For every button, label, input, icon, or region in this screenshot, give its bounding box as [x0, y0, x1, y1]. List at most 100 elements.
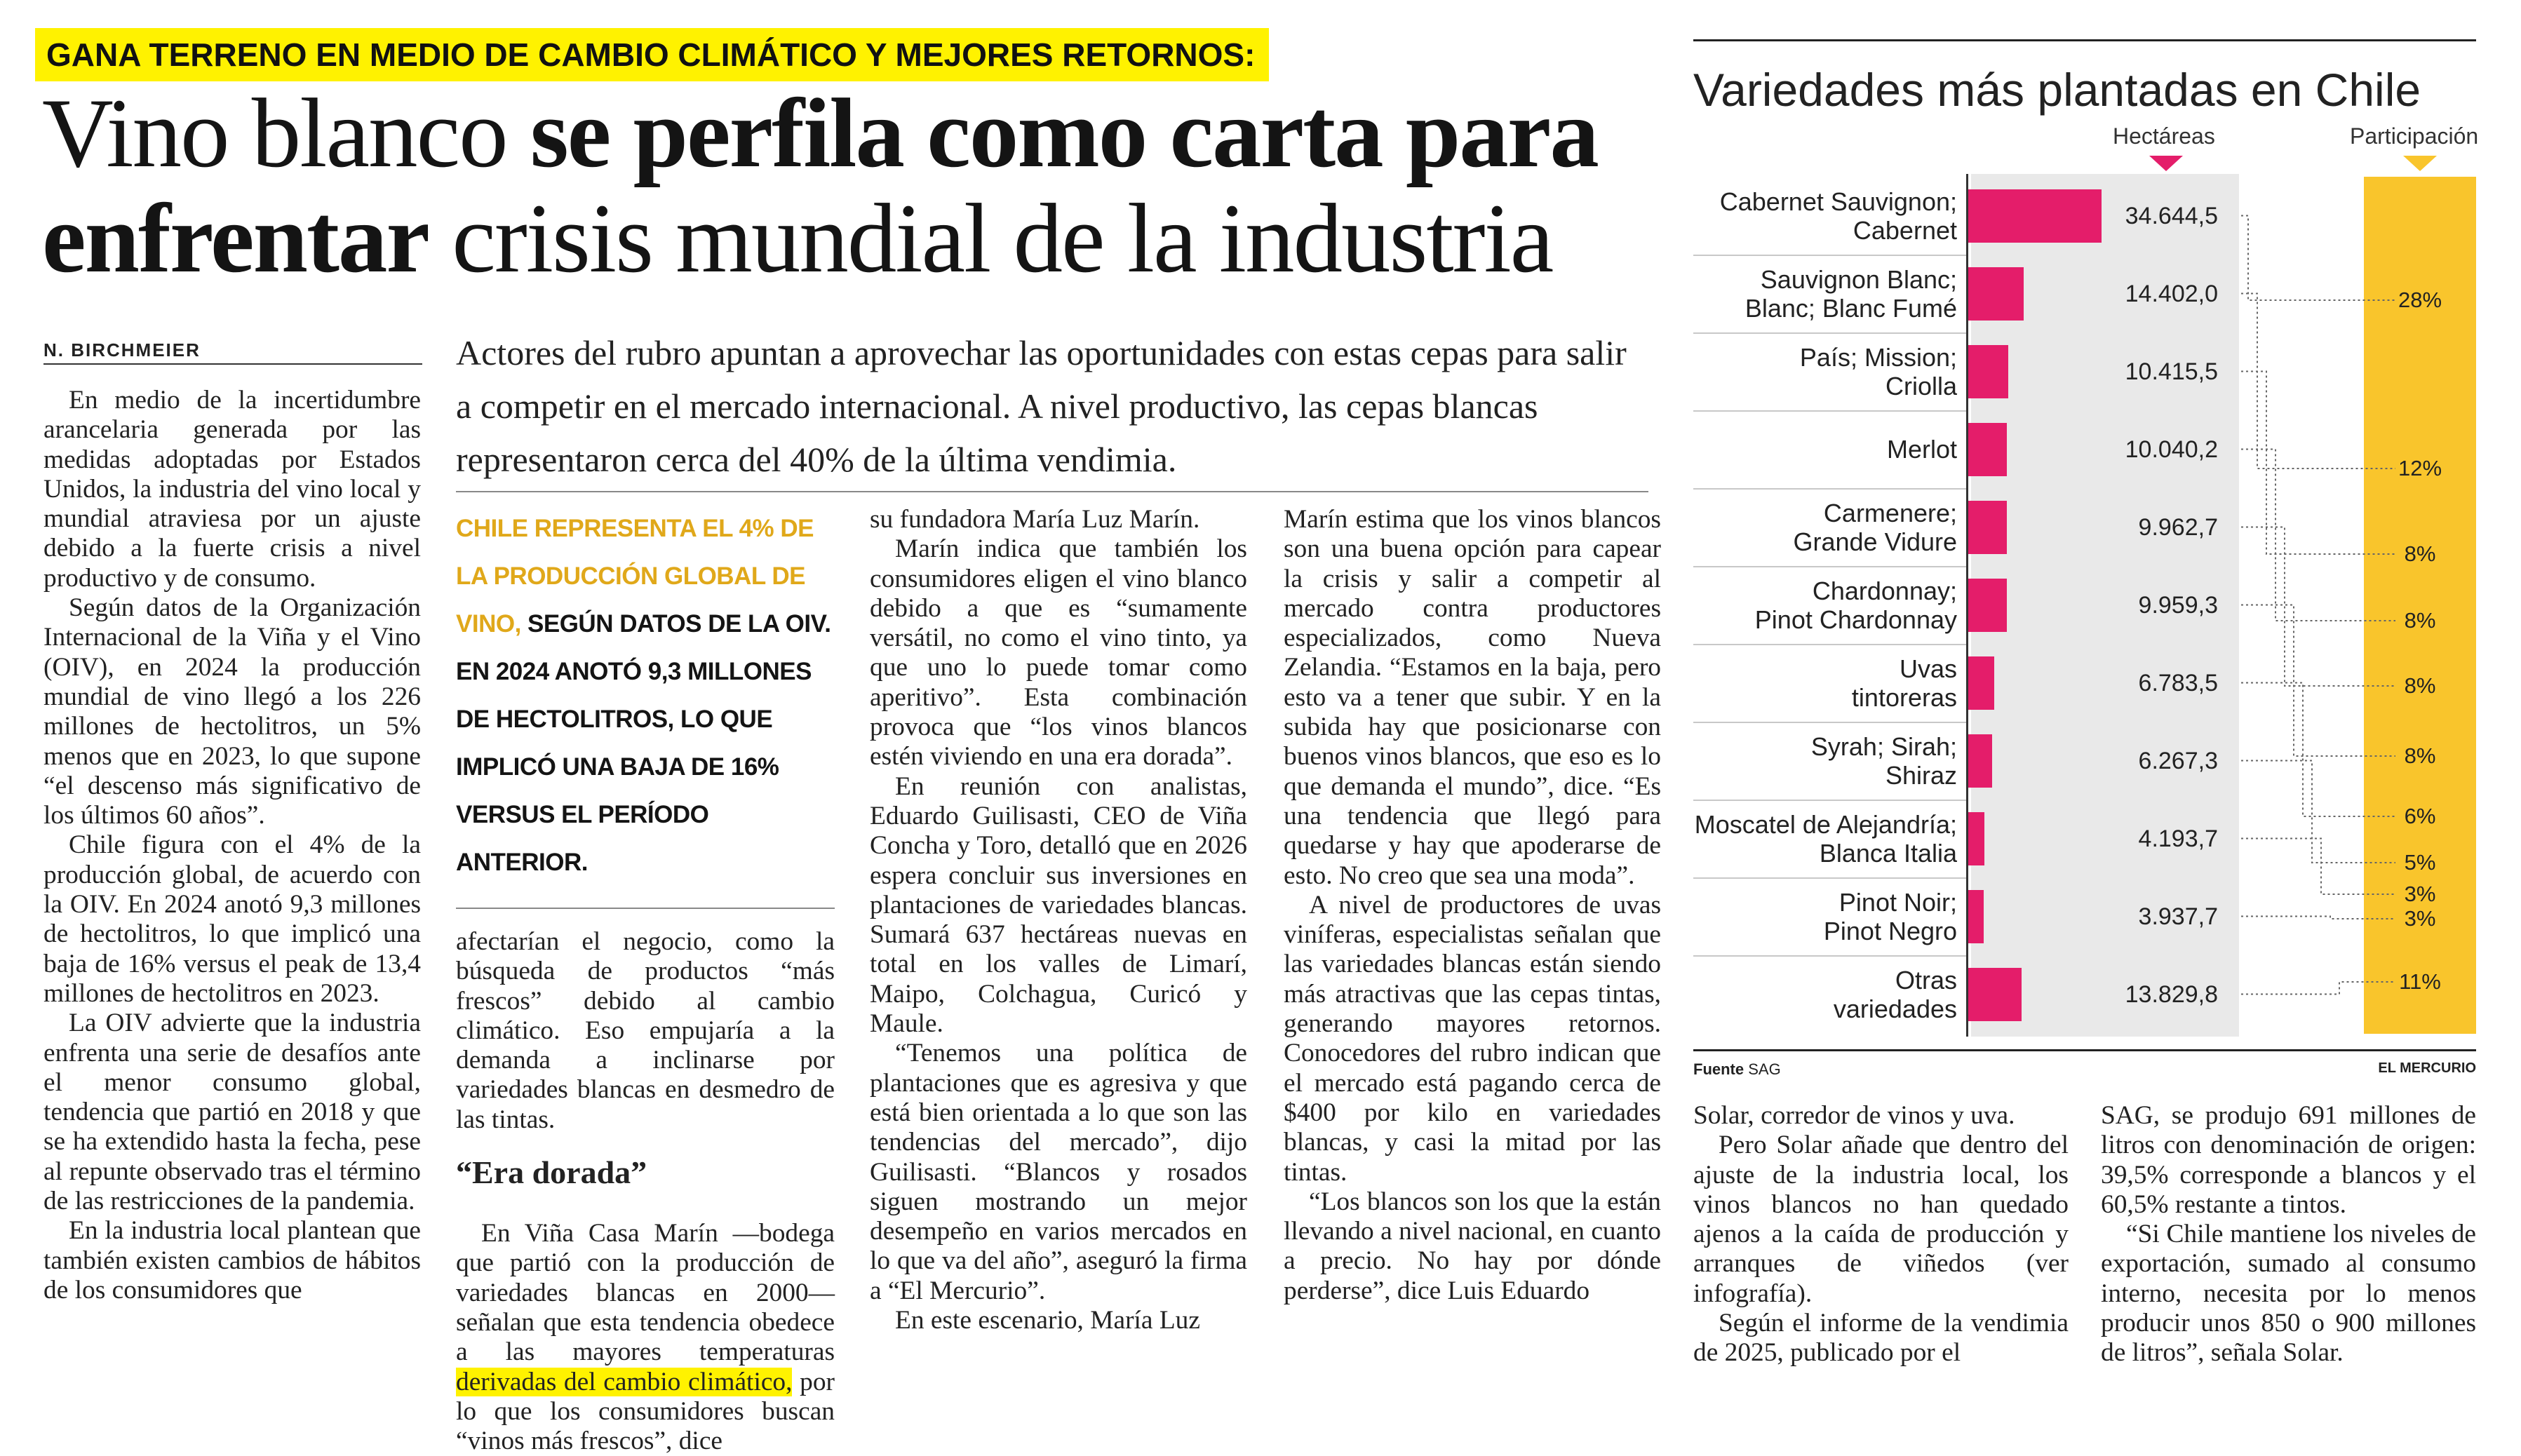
bar — [1968, 967, 2022, 1021]
category-label-line: Pinot Noir; — [1838, 887, 1957, 917]
bar-value-label: 3.937,7 — [2138, 903, 2218, 930]
headline-bold-2: enfrentar — [42, 184, 430, 293]
bar — [1968, 656, 1995, 710]
share-label: 8% — [2404, 541, 2436, 566]
source-name: SAG — [1748, 1060, 1781, 1078]
chart-row-divider — [1693, 877, 1966, 879]
chart-axis — [1966, 174, 1968, 1037]
body-paragraph: Según el informe de la vendimia de 2025,… — [1693, 1309, 2069, 1368]
share-label: 3% — [2404, 906, 2436, 931]
category-label: Merlot — [1693, 435, 1957, 464]
bar — [1968, 811, 1984, 865]
hectareas-header: Hectáreas — [2113, 123, 2215, 149]
category-label-line: Merlot — [1886, 435, 1957, 464]
category-label-line: Sauvignon Blanc; — [1760, 264, 1957, 294]
bar-value-label: 6.783,5 — [2138, 669, 2218, 696]
bar — [1968, 734, 1993, 788]
share-label: 8% — [2404, 673, 2436, 698]
kicker-text: GANA TERRENO EN MEDIO DE CAMBIO CLIMÁTIC… — [46, 36, 1256, 73]
category-label-line: Carmenere; — [1823, 498, 1957, 527]
lead-paragraph: Actores del rubro apuntan a aprovechar l… — [456, 333, 1627, 479]
body-paragraph: Pero Solar añade que dentro del ajuste d… — [1693, 1131, 2069, 1308]
bar-value-label: 9.959,3 — [2138, 591, 2218, 619]
bar-value-label: 14.402,0 — [2125, 280, 2218, 307]
category-label: Otras variedades — [1693, 966, 1957, 1023]
body-paragraph: Solar, corredor de vinos y uva. — [1693, 1101, 2015, 1130]
graphic-top-rule — [1693, 39, 2476, 41]
chart-row-divider — [1693, 410, 1966, 412]
category-label-line: Cabernet Sauvignon; — [1719, 187, 1957, 216]
chart-row-divider — [1693, 488, 1966, 490]
byline: N. BIRCHMEIER — [43, 339, 201, 360]
body-paragraph: Marín estima que los vinos blancos son u… — [1284, 505, 1661, 890]
body-paragraph: En reunión con analistas, Eduardo Guilis… — [870, 771, 1247, 1039]
pull-quote-text: SEGÚN DATOS DE LA OIV. EN 2024 ANOTÓ 9,3… — [456, 610, 831, 876]
subheading: “Era dorada” — [456, 1154, 647, 1191]
share-label: 6% — [2404, 804, 2436, 828]
bar-value-label: 34.644,5 — [2125, 202, 2218, 229]
bar — [1968, 267, 2024, 321]
body-paragraph: En este escenario, María Luz — [895, 1306, 1200, 1335]
participacion-marker-icon — [2403, 156, 2437, 171]
pull-quote-accent: CHILE REPRESENTA EL 4% DE LA PRODUCCIÓN … — [456, 515, 814, 638]
category-label-line: Uvas — [1899, 654, 1957, 683]
headline-normal-1: Vino blanco — [42, 79, 530, 188]
category-label: Uvas tintoreras — [1693, 654, 1957, 712]
kicker-banner: GANA TERRENO EN MEDIO DE CAMBIO CLIMÁTIC… — [35, 28, 1270, 81]
source-label: Fuente — [1693, 1060, 1744, 1078]
category-label: Moscatel de Alejandría; Blanca Italia — [1693, 810, 1957, 868]
hectareas-marker-icon — [2149, 156, 2183, 171]
body-paragraph: En medio de la incertidumbre arancelaria… — [43, 386, 421, 593]
body-paragraph: La OIV advierte que la industria enfrent… — [43, 1009, 421, 1216]
chart-row-divider — [1693, 332, 1966, 334]
chart-row-divider — [1693, 800, 1966, 801]
category-label-line: Pinot Negro — [1823, 916, 1957, 945]
body-paragraph: “Tenemos una política de plantaciones qu… — [870, 1039, 1247, 1305]
category-label-line: País; Mission; — [1799, 342, 1957, 372]
body-text: En Viña Casa Marín —bodega que partió co… — [456, 1219, 835, 1367]
participacion-header: Participación — [2350, 123, 2479, 149]
body-column-6: SAG, se produjo 691 millones de litros c… — [2101, 1101, 2476, 1368]
graphic-credit: EL MERCURIO — [2378, 1060, 2476, 1076]
newspaper-page: GANA TERRENO EN MEDIO DE CAMBIO CLIMÁTIC… — [35, 28, 2479, 1455]
category-label-line: Otras — [1895, 965, 1957, 995]
category-label: Sauvignon Blanc; Blanc; Blanc Fumé — [1693, 265, 1957, 323]
category-label: Carmenere; Grande Vidure — [1693, 498, 1958, 556]
bar — [1968, 578, 2007, 632]
headline-bold-1: se perfila como carta para — [530, 79, 1599, 188]
category-label-line: Blanca Italia — [1819, 838, 1957, 868]
category-label-line: variedades — [1833, 994, 1957, 1023]
share-label: 28% — [2398, 288, 2442, 312]
body-paragraph: afectarían el negocio, como la búsqueda … — [456, 927, 835, 1134]
share-label: 8% — [2404, 608, 2436, 633]
body-paragraph: En la industria local plantean que tambi… — [43, 1216, 421, 1305]
source-note: Fuente SAG — [1693, 1060, 1781, 1079]
body-column-2: CHILE REPRESENTA EL 4% DE LA PRODUCCIÓN … — [456, 505, 835, 1456]
category-label: País; Mission; Criolla — [1693, 343, 1957, 400]
category-label: Pinot Noir; Pinot Negro — [1693, 888, 1957, 945]
body-column-3: su fundadora María Luz Marín. Marín indi… — [870, 505, 1247, 1335]
share-label: 11% — [2399, 969, 2441, 994]
bar-value-label: 10.040,2 — [2125, 436, 2218, 463]
chart-row-divider — [1693, 722, 1966, 723]
pull-quote: CHILE REPRESENTA EL 4% DE LA PRODUCCIÓN … — [456, 505, 835, 887]
bar-value-label: 9.962,7 — [2138, 513, 2218, 541]
body-paragraph: A nivel de productores de uvas viníferas… — [1284, 890, 1661, 1187]
category-label-line: Shiraz — [1885, 760, 1957, 790]
highlighted-text: derivadas del cambio climático, — [456, 1367, 793, 1396]
chart-row-divider — [1693, 255, 1966, 256]
category-label-line: Chardonnay; — [1812, 576, 1957, 605]
category-label: Cabernet Sauvignon; Cabernet — [1693, 187, 1957, 245]
byline-divider — [43, 363, 422, 365]
bar-value-label: 10.415,5 — [2125, 358, 2218, 385]
body-paragraph: Chile figura con el 4% de la producción … — [43, 830, 421, 1008]
share-label: 5% — [2404, 850, 2436, 875]
share-label: 8% — [2404, 743, 2436, 768]
headline: Vino blanco se perfila como carta para e… — [42, 81, 1655, 291]
bar — [1968, 500, 2007, 554]
headline-normal-2: crisis mundial de la industria — [429, 184, 1554, 293]
category-label-line: Grande Vidure — [1793, 527, 1958, 556]
bar — [1968, 344, 2009, 398]
body-paragraph: SAG, se produjo 691 millones de litros c… — [2101, 1101, 2476, 1219]
category-label-line: Moscatel de Alejandría; — [1694, 809, 1957, 839]
